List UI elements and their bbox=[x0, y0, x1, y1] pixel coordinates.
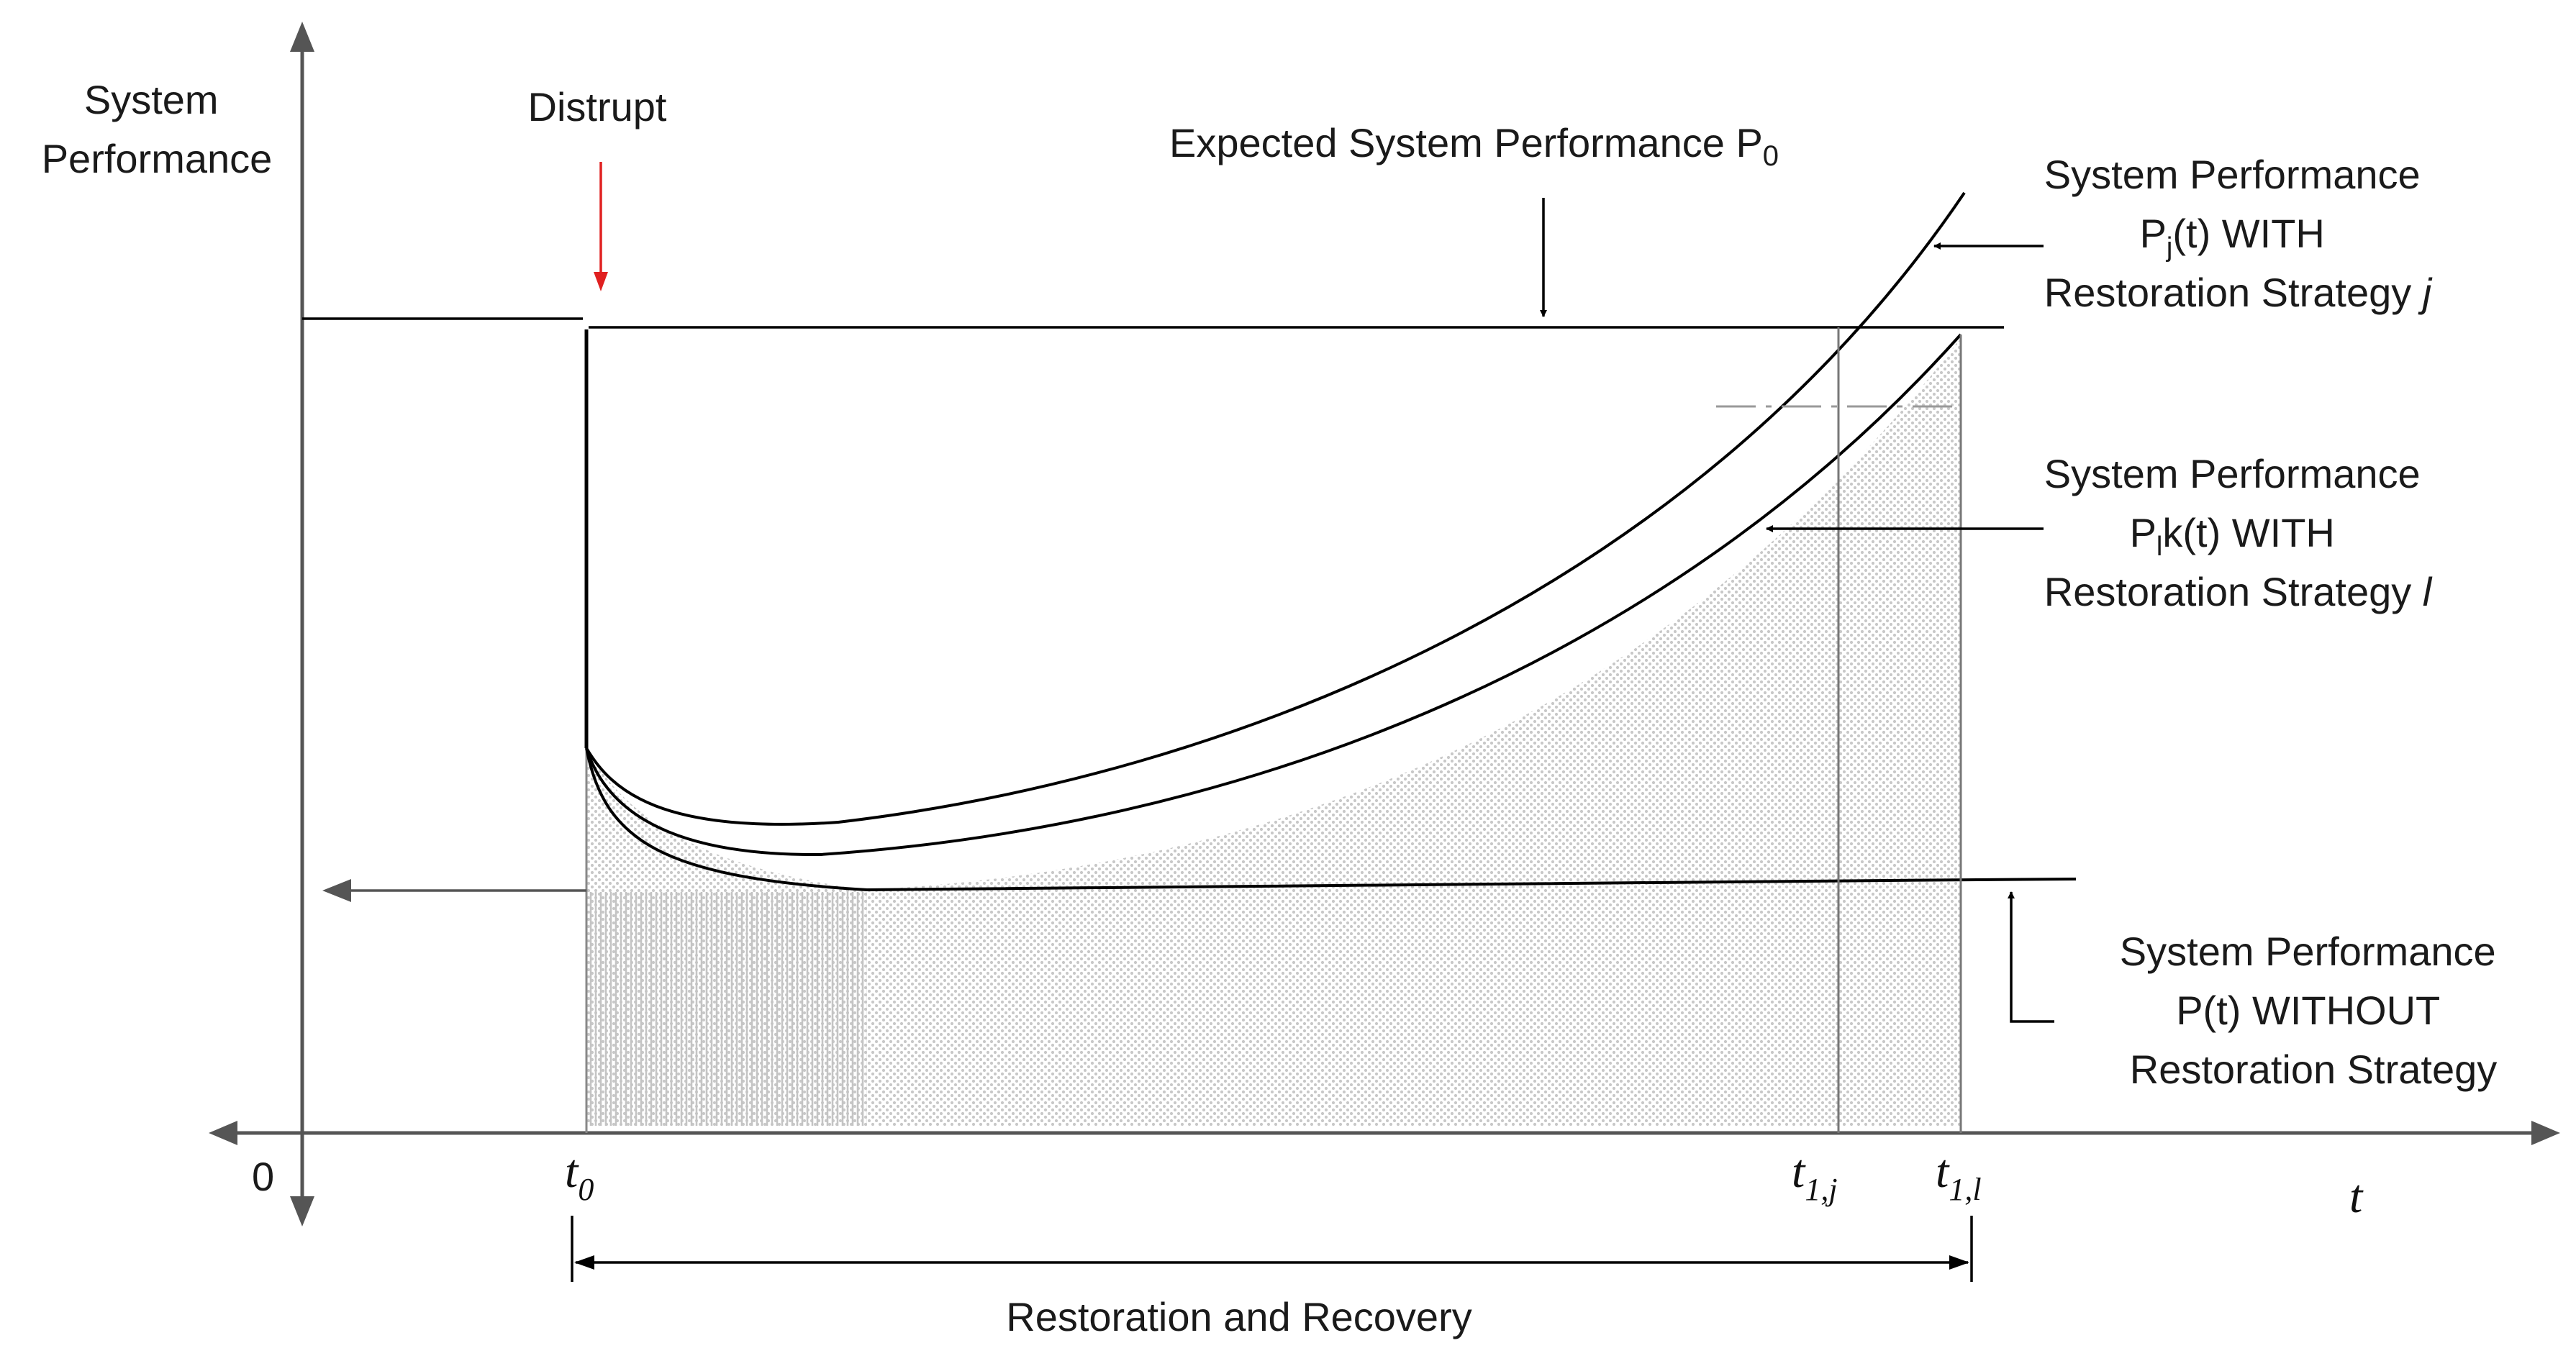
no-strategy-level-arrowhead bbox=[322, 879, 351, 902]
disrupt-arrowhead bbox=[594, 272, 608, 291]
x-axis-label: t bbox=[2349, 1170, 2364, 1223]
curve-strategy-l bbox=[585, 333, 1962, 857]
x-axis-left-arrowhead bbox=[209, 1121, 237, 1145]
y-axis-bottom-arrowhead bbox=[290, 1196, 314, 1226]
strategy-l-label: System Performance Plk(t) WITH Restorati… bbox=[2044, 451, 2433, 614]
expected-performance-label: Expected System Performance P0 bbox=[1169, 120, 1779, 172]
early-recovery-shading bbox=[586, 892, 867, 1126]
span-left-arrowhead bbox=[574, 1255, 594, 1270]
disrupt-label: Distrupt bbox=[528, 84, 667, 129]
span-right-arrowhead bbox=[1949, 1255, 1969, 1270]
curve-no-strategy bbox=[585, 747, 2077, 892]
tick-t1j: t1,j bbox=[1792, 1145, 1838, 1207]
no-strategy-pointer bbox=[2008, 891, 2054, 1023]
y-axis-top-arrowhead bbox=[290, 22, 314, 52]
y-axis-label: System Performance bbox=[42, 77, 273, 181]
recovery-area-shading bbox=[586, 338, 1961, 1126]
tick-t1l: t1,l bbox=[1936, 1145, 1982, 1207]
no-strategy-label: System Performance P(t) WITHOUT Restorat… bbox=[2120, 929, 2507, 1092]
strategy-j-label: System Performance Pj(t) WITH Restoratio… bbox=[2044, 152, 2433, 315]
origin-label: 0 bbox=[252, 1154, 274, 1199]
restoration-span-label: Restoration and Recovery bbox=[1006, 1294, 1471, 1339]
tick-t0: t0 bbox=[565, 1145, 594, 1207]
x-axis-right-arrowhead bbox=[2531, 1121, 2560, 1145]
curve-strategy-j bbox=[585, 191, 1966, 826]
